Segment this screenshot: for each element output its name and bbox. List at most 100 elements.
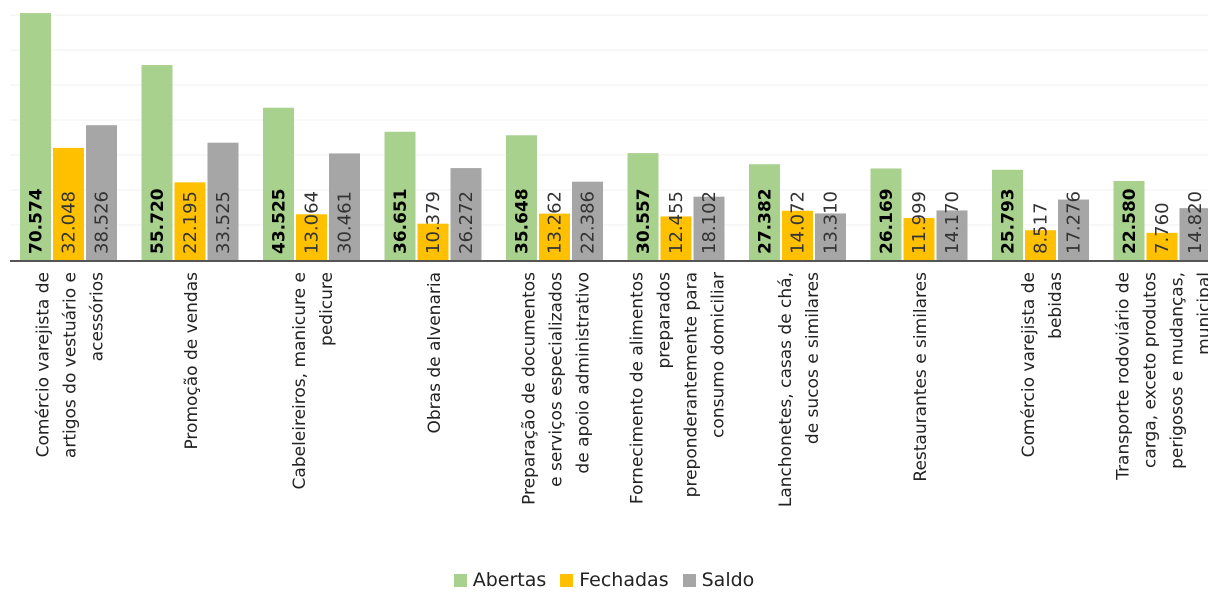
data-label: 36.651	[391, 188, 411, 254]
data-label: 35.648	[513, 188, 533, 254]
category-label-line: Transporte rodoviário de	[1114, 272, 1134, 481]
bar-saldo	[1179, 208, 1208, 260]
data-label: 7.760	[1152, 202, 1173, 254]
legend-item-abertas: Abertas	[453, 569, 546, 591]
bar-fechadas	[1146, 232, 1178, 260]
category-label-line: municipal	[1195, 272, 1208, 355]
category-label-line: pedicure	[317, 272, 337, 346]
category-label-line: bebidas	[1046, 272, 1066, 339]
category-label-line: Restaurantes e similares	[911, 272, 931, 482]
category-label: Obras de alvenaria	[425, 272, 445, 433]
data-label: 32.048	[59, 191, 80, 254]
data-label: 22.195	[180, 191, 201, 254]
bar-saldo	[815, 213, 846, 260]
bar-abertas	[1113, 180, 1145, 260]
bar-fechadas	[296, 214, 327, 260]
bar-fechadas	[782, 210, 813, 260]
category-group: 55.720 22.195 33.525 Promoção de vendas	[141, 65, 239, 450]
category-label-line: preparados	[655, 272, 675, 369]
data-label: 17.276	[1064, 191, 1085, 254]
data-label: 26.272	[456, 191, 477, 254]
bar-fechadas	[174, 182, 206, 260]
data-label: 12.455	[666, 191, 687, 254]
data-label: 22.386	[578, 191, 599, 254]
bar-abertas	[992, 169, 1023, 260]
category-label-line: de sucos e similares	[803, 272, 823, 444]
category-label: Comércio varejista de bebidas	[1019, 272, 1066, 458]
bar-abertas	[749, 164, 780, 260]
data-label: 33.525	[213, 191, 234, 254]
bar-chart: 70.574 32.048 38.526 Comércio varejista de a…	[10, 13, 1208, 507]
category-group: 30.557 12.455 18.102 Fornecimento de alimen…	[627, 153, 729, 504]
legend-swatch-saldo	[682, 573, 696, 587]
data-label: 26.169	[877, 188, 897, 254]
category-label: Promoção de vendas	[182, 272, 202, 450]
category-label-line: Comércio varejista de	[34, 272, 54, 457]
bar-saldo	[693, 196, 725, 260]
category-group: 70.574 32.048 38.526 Comércio varejista de a…	[20, 13, 117, 458]
category-label-line: Promoção de vendas	[182, 272, 202, 450]
legend-swatch-abertas	[453, 573, 467, 587]
bar-fechadas	[417, 223, 449, 260]
data-label: 38.526	[92, 191, 113, 254]
bar-saldo	[936, 210, 968, 260]
category-label-line: Lanchonetes, casas de chá,	[776, 272, 796, 507]
category-label: Lanchonetes, casas de chá, de sucos e sim…	[776, 272, 823, 507]
category-label-line: artigos do vestuário e	[61, 272, 81, 458]
data-label: 13.262	[545, 191, 566, 254]
bar-abertas	[20, 13, 51, 261]
bar-saldo	[1058, 199, 1089, 260]
category-group: 35.648 13.262 22.386 Preparação de document…	[506, 135, 603, 505]
data-label: 30.461	[335, 191, 356, 254]
bar-abertas	[870, 168, 902, 260]
data-label: 43.525	[270, 188, 290, 254]
category-label-line: Cabeleireiros, manicure e	[290, 272, 310, 489]
category-label-line: Obras de alvenaria	[425, 272, 445, 433]
data-label: 18.102	[699, 191, 720, 254]
data-label: 14.170	[942, 191, 963, 254]
category-label-line: e serviços especializados	[547, 272, 567, 487]
data-label: 70.574	[27, 188, 47, 254]
data-label: 27.382	[756, 188, 776, 254]
bar-saldo	[86, 125, 117, 260]
category-label-line: Fornecimento de alimentos	[628, 272, 648, 504]
bar-saldo	[207, 142, 239, 260]
data-label: 25.793	[999, 188, 1019, 254]
data-label: 30.557	[634, 188, 654, 254]
category-label: Restaurantes e similares	[911, 272, 931, 482]
category-label-line: acessórios	[88, 272, 108, 361]
legend-label-saldo: Saldo	[701, 569, 755, 591]
legend-item-fechadas: Fechadas	[560, 569, 669, 591]
bar-fechadas	[660, 216, 692, 260]
bar-saldo	[329, 153, 360, 260]
bar-abertas	[141, 65, 173, 260]
category-group: 25.793 8.517 17.276 Comércio varejista de be…	[992, 169, 1089, 458]
bar-fechadas	[53, 147, 84, 260]
data-label: 55.720	[148, 188, 168, 254]
data-label: 8.517	[1031, 202, 1052, 254]
category-group: 22.580 7.760 14.820 Transporte rodoviário d…	[1113, 180, 1208, 481]
category-label-line: perigosos e mudanças,	[1168, 272, 1188, 469]
category-label-line: preponderantemente para	[682, 272, 702, 497]
legend-label-fechadas: Fechadas	[579, 569, 669, 591]
bar-fechadas	[1025, 230, 1056, 260]
category-group: 26.169 11.999 14.170 Restaurantes e similar…	[870, 168, 968, 482]
category-label-line: consumo domiciliar	[709, 272, 729, 438]
category-label-line: Preparação de documentos	[520, 272, 540, 505]
data-label: 22.580	[1120, 188, 1140, 254]
bar-fechadas	[903, 218, 935, 260]
data-label: 14.072	[788, 191, 809, 254]
data-label: 13.310	[821, 191, 842, 254]
category-label: Preparação de documentos e serviços espec…	[520, 272, 594, 505]
bar-abertas	[384, 131, 416, 260]
category-group: 36.651 10.379 26.272 Obras de alvenaria	[384, 131, 482, 433]
bar-abertas	[627, 153, 659, 260]
category-label: Transporte rodoviário de carga, exceto pr…	[1114, 272, 1208, 481]
category-label: Cabeleireiros, manicure e pedicure	[290, 272, 337, 489]
data-label: 14.820	[1185, 191, 1206, 254]
bar-abertas	[263, 107, 294, 261]
chart-legend: Abertas Fechadas Saldo	[0, 569, 1208, 591]
data-label: 11.999	[909, 191, 930, 254]
category-label: Comércio varejista de artigos do vestuári…	[34, 272, 108, 458]
category-label-line: Comércio varejista de	[1019, 272, 1039, 457]
